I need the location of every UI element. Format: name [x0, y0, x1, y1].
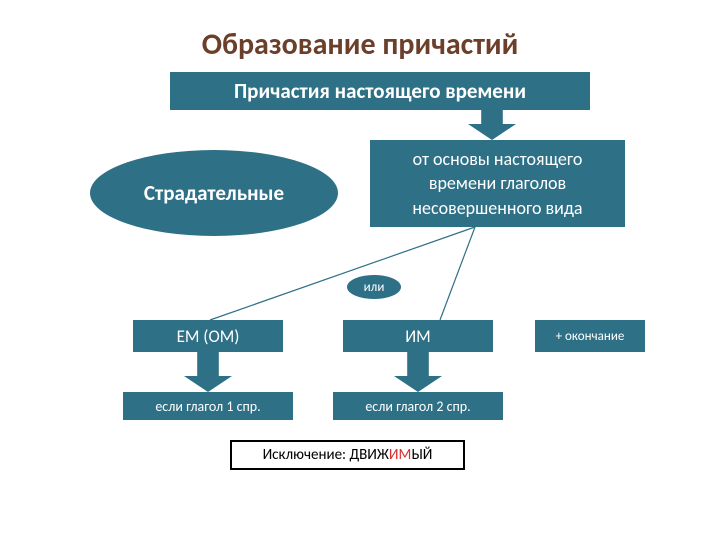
arrow-im-to-cond2 [394, 352, 442, 392]
arrow-header-to-source [468, 110, 516, 140]
cond1-box: если глагол 1 спр. [123, 392, 293, 420]
cond2-box: если глагол 2 спр. [333, 392, 503, 420]
exception-highlight: ИМ [389, 446, 411, 464]
header-box: Причастия настоящего времени [170, 72, 590, 110]
or-ellipse: или [347, 275, 401, 299]
source-line-3: несовершенного вида [412, 196, 582, 220]
source-box: от основы настоящего времени глаголов не… [370, 140, 625, 227]
page-title: Образование причастий [0, 26, 720, 63]
im-box: ИМ [343, 320, 493, 352]
passive-ellipse: Страдательные [90, 150, 338, 236]
exception-box: Исключение: ДВИЖ ИМ ЫЙ [230, 440, 465, 470]
em-box: ЕМ (ОМ) [133, 320, 283, 352]
source-line-1: от основы настоящего [412, 147, 582, 171]
ending-box: + окончание [535, 320, 645, 352]
arrow-em-to-cond1 [184, 352, 232, 392]
exception-prefix: Исключение: ДВИЖ [263, 446, 389, 464]
source-line-2: времени глаголов [412, 171, 582, 195]
exception-suffix: ЫЙ [411, 446, 432, 464]
